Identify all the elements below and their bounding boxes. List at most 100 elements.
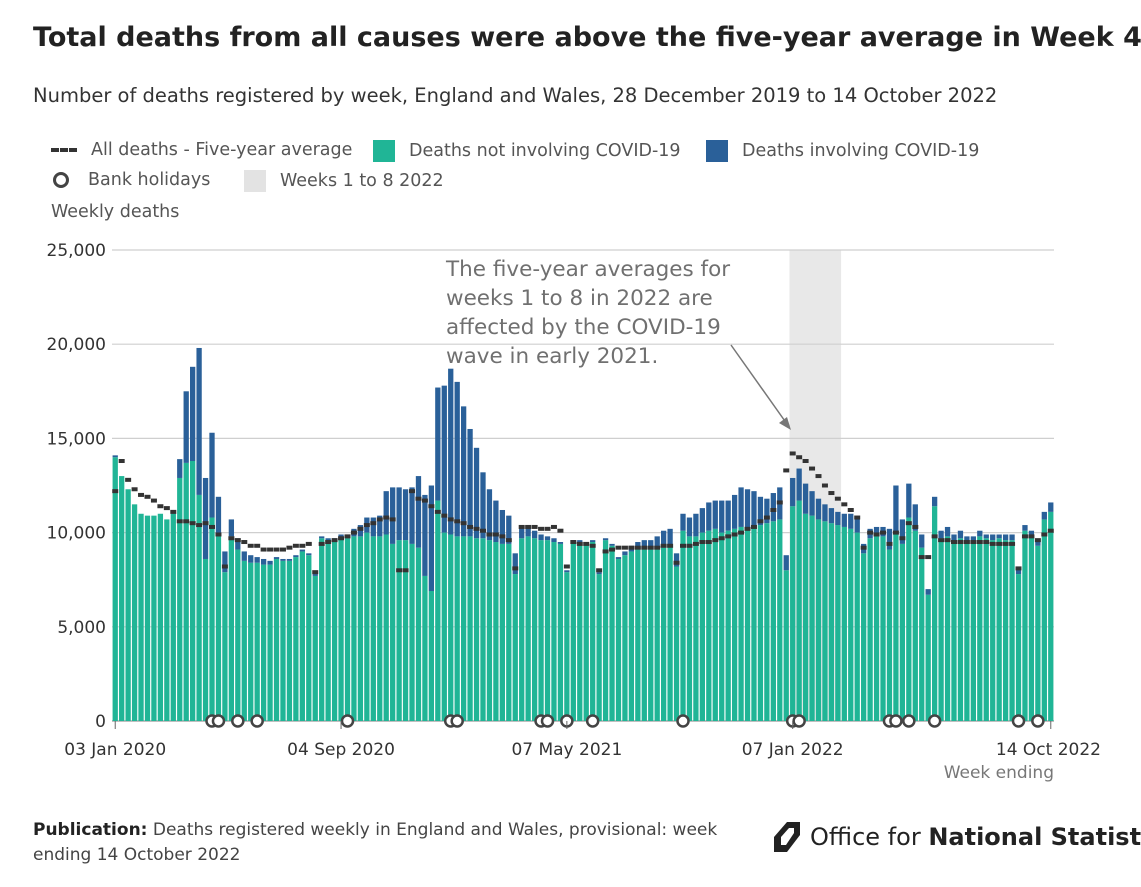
x-axis-label: Week ending (944, 763, 1054, 783)
bar-non-covid (822, 521, 828, 721)
logo-text-bold: National Statistics (928, 823, 1141, 851)
bar-non-covid (1015, 574, 1022, 721)
bar-non-covid (415, 547, 422, 721)
bar-covid (654, 536, 660, 550)
bar-non-covid (170, 513, 176, 721)
bar-non-covid (293, 557, 299, 721)
bar-non-covid (1041, 519, 1047, 721)
bar-covid (551, 538, 557, 543)
bar-covid (796, 468, 802, 501)
bar-non-covid (841, 526, 847, 721)
bar-non-covid (609, 545, 615, 721)
bar-non-covid (344, 538, 351, 721)
bar-non-covid (590, 542, 596, 721)
bar-non-covid (783, 570, 789, 721)
bar-non-covid (486, 540, 493, 721)
bar-non-covid (177, 477, 183, 721)
annotation-arrowhead (779, 417, 791, 430)
bar-covid (1035, 540, 1041, 546)
annotation-line: weeks 1 to 8 in 2022 are (446, 286, 713, 311)
bar-covid (686, 517, 693, 537)
bar-covid (383, 491, 389, 535)
bar-non-covid (983, 538, 989, 721)
bar-non-covid (306, 555, 312, 721)
bar-non-covid (719, 532, 725, 721)
bar-covid (493, 500, 499, 543)
ons-logo: Office for National Statistics (772, 820, 1141, 854)
bar-non-covid (370, 536, 376, 721)
bar-covid (693, 513, 699, 537)
bar-covid (886, 528, 893, 550)
bar-non-covid (357, 536, 364, 721)
bar-covid (738, 487, 744, 527)
bar-covid (783, 555, 789, 571)
bar-non-covid (570, 542, 576, 721)
y-tick-label: 20,000 (47, 335, 106, 355)
bar-covid (564, 570, 570, 573)
ons-logo-text: Office for National Statistics (810, 823, 1141, 851)
bar-covid (202, 477, 209, 559)
bank-holiday-marker (450, 714, 464, 728)
bank-holiday-marker (540, 714, 555, 728)
bar-covid (977, 530, 983, 537)
bar-non-covid (802, 513, 809, 721)
bar-non-covid (725, 530, 731, 721)
bar-covid (486, 489, 493, 541)
bar-covid (854, 519, 860, 533)
bar-covid (667, 528, 673, 546)
bar-covid (215, 496, 222, 535)
bar-covid (615, 557, 622, 559)
bank-holiday-marker (927, 714, 942, 728)
bar-non-covid (190, 461, 196, 721)
bar-non-covid (867, 538, 873, 721)
bar-non-covid (422, 575, 428, 721)
green-square-icon (373, 140, 395, 162)
bar-covid (673, 553, 680, 567)
x-tick-label: 14 Oct 2022 (996, 740, 1101, 760)
bar-non-covid (880, 536, 886, 721)
y-tick-label: 5,000 (57, 618, 106, 638)
bar-covid (409, 487, 415, 544)
x-tick-label: 04 Sep 2020 (287, 740, 395, 760)
bar-non-covid (706, 530, 712, 721)
bar-covid (725, 500, 731, 531)
stacked-bar-chart: 0 5,000 10,000 15,000 20,000 25,000 03 Jan 202… (47, 241, 1101, 783)
bar-non-covid (280, 560, 286, 721)
bar-covid (919, 534, 925, 548)
bar-non-covid (112, 457, 118, 721)
bar-covid (1009, 534, 1015, 541)
bar-covid (267, 560, 273, 565)
bar-non-covid (196, 494, 202, 721)
bar-non-covid (977, 536, 983, 721)
bar-non-covid (731, 528, 738, 721)
bar-non-covid (538, 540, 544, 721)
bar-covid (925, 589, 931, 595)
bar-covid (196, 347, 202, 495)
bar-non-covid (202, 558, 209, 721)
bar-non-covid (215, 534, 222, 721)
bar-covid (544, 536, 551, 541)
bar-covid (770, 493, 776, 522)
bar-covid (990, 534, 996, 541)
bar-covid (557, 542, 564, 544)
y-axis-label: Weekly deaths (51, 202, 180, 222)
bar-non-covid (951, 542, 957, 721)
bar-covid (751, 491, 757, 527)
bar-non-covid (848, 528, 854, 721)
dashed-line-icon (51, 148, 77, 152)
bar-covid (641, 540, 647, 550)
bar-non-covid (738, 526, 744, 721)
chart-title: Total deaths from all causes were above … (33, 22, 1141, 53)
bar-non-covid (641, 549, 647, 721)
bar-covid (273, 557, 280, 559)
bar-non-covid (931, 506, 938, 721)
bar-non-covid (183, 462, 189, 721)
bar-non-covid (157, 513, 164, 721)
bar-non-covid (493, 542, 499, 721)
legend-covid-label: Deaths involving COVID-19 (742, 141, 980, 161)
bar-non-covid (454, 536, 460, 721)
bar-covid (719, 500, 725, 533)
bar-covid (506, 515, 512, 544)
y-tick-label: 10,000 (47, 524, 106, 544)
bar-non-covid (473, 538, 480, 721)
